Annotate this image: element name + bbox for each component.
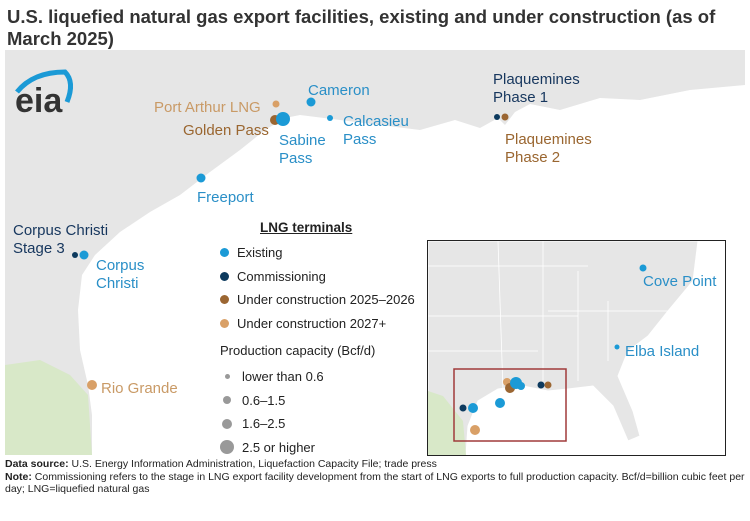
construction-2027-swatch [220,318,229,328]
notes: Data source: U.S. Energy Information Adm… [5,458,745,496]
size-xlarge-swatch [220,440,234,455]
label-cameron: Cameron [308,82,370,99]
legend-commissioning: Commissioning [237,268,326,284]
inset-elba-marker [614,344,620,350]
existing-swatch [220,248,229,258]
corpus-christi-stage3-marker [72,252,78,258]
label-corpus-christi-stage3: Corpus Christi Stage 3 [13,222,109,257]
label-rio-grande: Rio Grande [101,380,178,397]
legend: LNG terminals Existing Commissioning Und… [220,220,415,459]
legend-construction-2027: Under construction 2027+ [237,315,387,331]
size-small-swatch [224,374,230,380]
size-large-swatch [222,418,232,429]
plaquemines-1-marker [494,114,500,120]
calcasieu-pass-marker [327,115,333,121]
label-plaquemines-1: Plaquemines Phase 1 [493,71,580,106]
port-arthur-marker [272,100,280,108]
legend-existing: Existing [237,245,283,261]
construction-2025-swatch [220,295,229,305]
label-elba-island: Elba Island [625,343,700,360]
corpus-christi-marker [79,250,89,260]
inset-svg [428,241,699,455]
inset-map: Cove Point Elba Island [427,240,726,456]
rio-grande-marker [87,380,97,390]
legend-size-2: 0.6–1.5 [242,392,286,408]
label-freeport: Freeport [197,189,254,206]
capacity-title: Production capacity (Bcf/d) [220,343,376,358]
label-cove-point: Cove Point [643,273,717,290]
inset-cove-point-marker [639,264,647,272]
chart-title: U.S. liquefied natural gas export facili… [7,6,716,49]
label-corpus-christi: Corpus Christi [96,257,145,292]
mexico-area [5,360,92,455]
legend-size-3: 1.6–2.5 [242,416,286,432]
label-golden-pass: Golden Pass [183,122,269,139]
inset-focus-box [453,368,567,442]
eia-logo: eia [15,69,73,120]
legend-size-4: 2.5 or higher [242,439,315,455]
legend-construction-2025: Under construction 2025–2026 [237,292,415,308]
sabine-pass-marker [276,112,290,126]
freeport-marker [196,173,206,183]
note-label: Note: [5,470,32,483]
legend-title: LNG terminals [260,220,353,235]
land-area [5,50,745,455]
svg-text:eia: eia [15,82,63,120]
label-sabine-pass: Sabine Pass [279,132,326,167]
source-label: Data source: [5,458,69,470]
commissioning-swatch [220,271,229,281]
size-medium-swatch [223,396,231,405]
note-text: Commissioning refers to the stage in LNG… [5,470,745,496]
label-plaquemines-2: Plaquemines Phase 2 [505,131,592,166]
legend-size-1: lower than 0.6 [242,369,324,385]
label-calcasieu-pass: Calcasieu Pass [343,113,409,148]
plaquemines-2-marker [501,113,509,121]
label-port-arthur: Port Arthur LNG [154,99,261,116]
cameron-marker [306,97,316,107]
source-text: U.S. Energy Information Administration, … [71,458,437,470]
